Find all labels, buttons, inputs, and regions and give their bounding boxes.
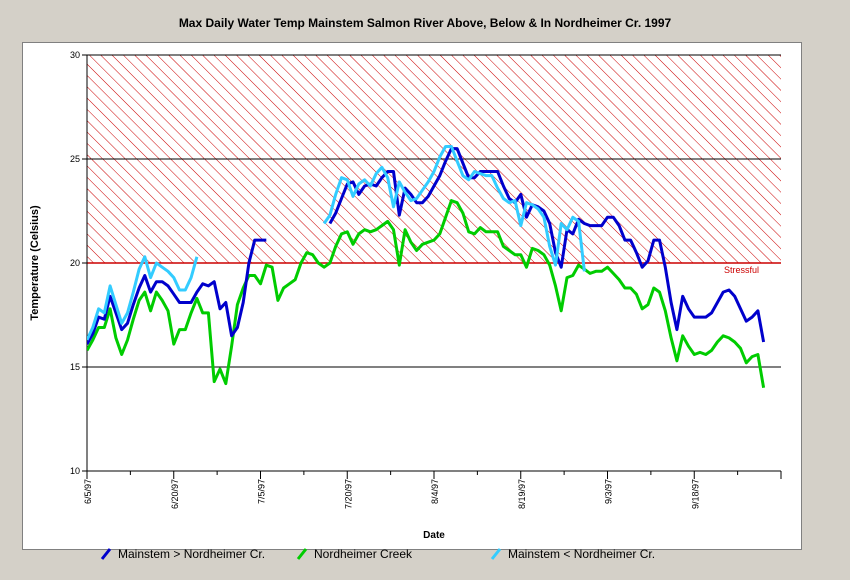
y-axis-label: Temperature (Celsius) (29, 205, 41, 321)
y-tick-label: 25 (70, 154, 80, 164)
x-tick-label: 8/19/97 (517, 479, 527, 509)
legend-item-mainstem-below: Mainstem < Nordheimer Cr. (490, 544, 655, 564)
series-line-0 (328, 147, 766, 343)
x-axis-label: Date (423, 530, 445, 541)
legend-item-mainstem-above: Mainstem > Nordheimer Cr. (100, 544, 265, 564)
x-tick-label: 6/20/97 (170, 479, 180, 509)
series-line-2 (87, 255, 199, 341)
x-tick-label: 9/18/97 (690, 479, 700, 509)
x-tick-label: 7/20/97 (343, 479, 353, 509)
series-line-0 (87, 238, 267, 345)
legend-label: Mainstem < Nordheimer Cr. (508, 547, 656, 561)
legend-swatch-icon (100, 548, 112, 560)
chart-title: Max Daily Water Temp Mainstem Salmon Riv… (178, 16, 672, 30)
x-tick-label: 9/3/97 (604, 479, 614, 504)
series-line-2 (322, 145, 586, 272)
x-tick-label: 8/4/97 (430, 479, 440, 504)
series-line-1 (87, 199, 766, 389)
y-tick-label: 30 (70, 50, 80, 60)
x-tick-label: 6/5/97 (83, 479, 93, 504)
plot-area: Stressful 10 15 20 25 30 6/5/97 6/20/97 7/5/97 7/… (29, 50, 782, 541)
series-lines (87, 145, 766, 389)
legend-item-nordheimer-creek: Nordheimer Creek (296, 544, 412, 564)
y-tick-label: 15 (70, 362, 80, 372)
y-tick-label: 10 (70, 466, 80, 476)
legend: Mainstem > Nordheimer Cr. Nordheimer Cre… (100, 544, 800, 564)
threshold-label: Stressful (724, 265, 759, 275)
x-tick-label: 7/5/97 (257, 479, 267, 504)
legend-swatch-icon (490, 548, 502, 560)
y-tick-label: 20 (70, 258, 80, 268)
legend-label: Mainstem > Nordheimer Cr. (118, 547, 266, 561)
legend-label: Nordheimer Creek (314, 547, 413, 561)
legend-swatch-icon (296, 548, 308, 560)
